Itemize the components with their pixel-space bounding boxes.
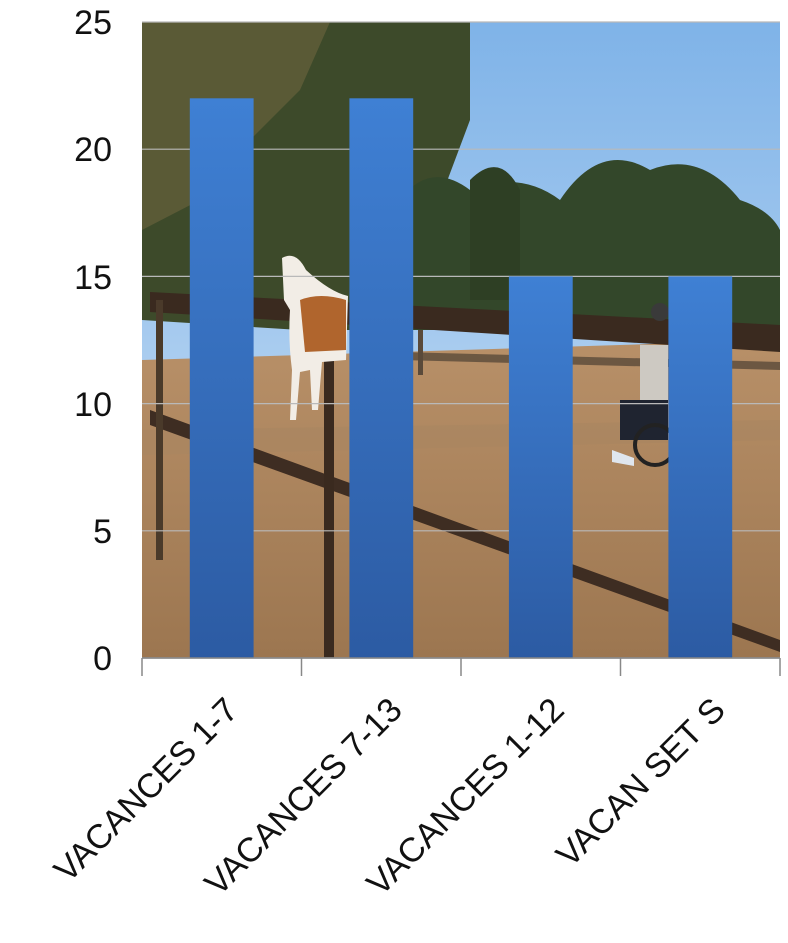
y-tick-label: 5	[93, 513, 112, 551]
y-tick-label: 15	[74, 259, 112, 297]
bar	[668, 276, 733, 658]
bar	[189, 98, 254, 659]
x-tick-labels: VACANCES 1-7 VACANCES 7-13 VACANCES 1-12…	[47, 691, 733, 903]
x-tick-label: VACAN SET S	[549, 691, 733, 875]
bars	[189, 98, 733, 659]
bar	[508, 276, 573, 658]
y-tick-label: 25	[74, 4, 112, 42]
bar	[349, 98, 414, 659]
y-tick-label: 10	[74, 386, 112, 424]
y-axis: 0 5 10 15 20 25	[74, 4, 112, 678]
y-tick-label: 20	[74, 131, 112, 169]
x-axis	[141, 657, 781, 676]
y-tick-label: 0	[93, 640, 112, 678]
